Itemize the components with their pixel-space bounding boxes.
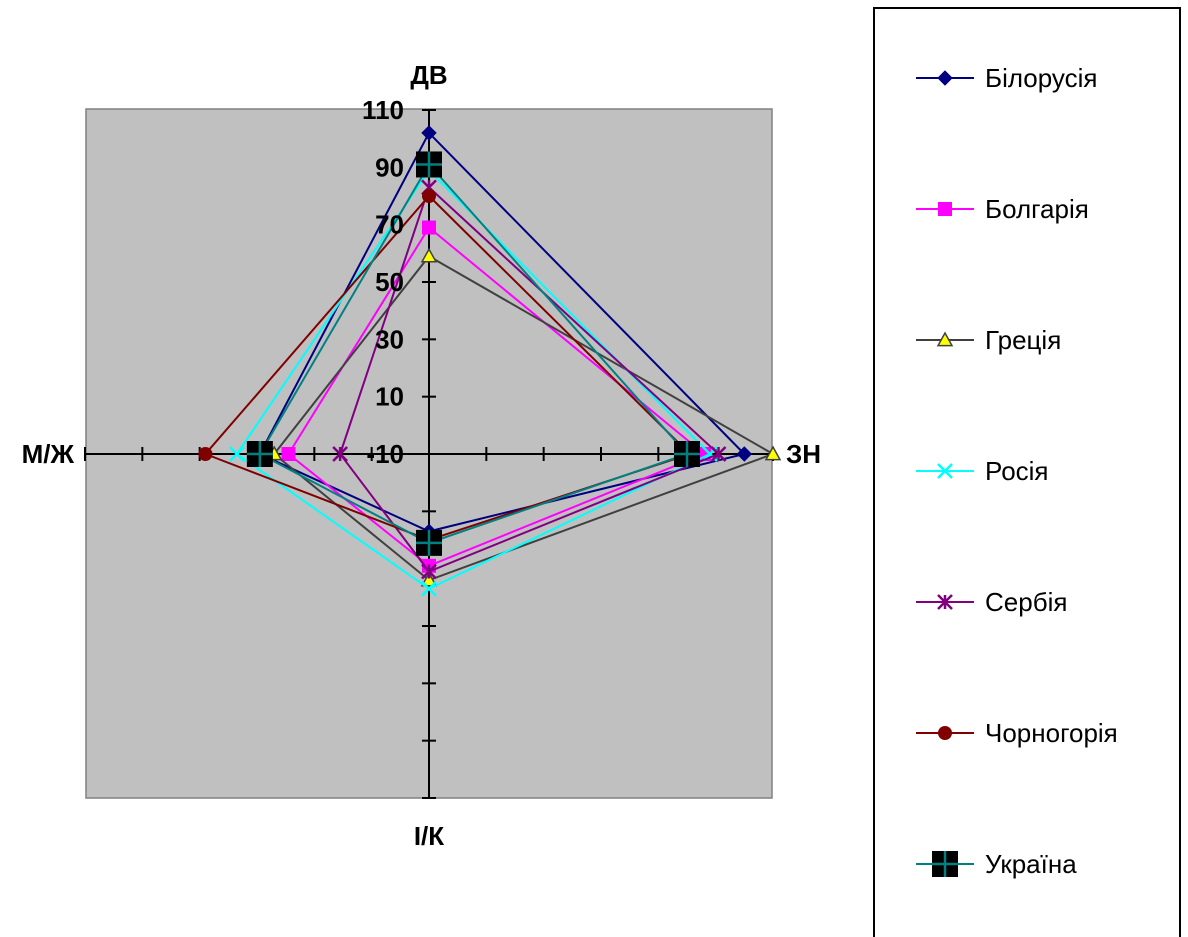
- tick-label: 70: [375, 210, 404, 240]
- legend-item: Греція: [916, 325, 1061, 355]
- legend-label: Росія: [985, 456, 1049, 486]
- series-marker: [198, 447, 213, 461]
- legend-label: Чорногорія: [985, 718, 1118, 748]
- tick-label: 30: [375, 324, 404, 354]
- series-marker: [246, 441, 273, 467]
- legend-item: Україна: [916, 849, 1077, 879]
- series-marker: [938, 202, 952, 216]
- series-marker: [674, 441, 700, 467]
- series-marker: [420, 571, 438, 587]
- axis-label-right: ЗН: [786, 439, 821, 469]
- tick-label: 90: [375, 152, 404, 182]
- legend-label: Греція: [985, 325, 1061, 355]
- legend-label: Сербія: [985, 587, 1067, 617]
- series-marker: [420, 247, 438, 263]
- radar-series: [198, 125, 782, 597]
- series-marker: [422, 220, 436, 235]
- legend: Білорусія Болгарія Греція Росія Сербія Чорног…: [916, 63, 1118, 879]
- legend-item: Сербія: [916, 587, 1067, 617]
- series-marker: [416, 529, 442, 556]
- legend-item: Болгарія: [916, 194, 1089, 224]
- series-marker: [937, 70, 953, 86]
- series-marker: [281, 447, 296, 461]
- legend-item: Білорусія: [916, 63, 1098, 93]
- series-marker: [736, 446, 753, 462]
- radar-labels: -10 10 30 50 70 90 110: [362, 95, 404, 469]
- series-marker: [416, 151, 442, 178]
- tick-label: 50: [375, 267, 404, 297]
- legend-item: Росія: [916, 456, 1049, 486]
- tick-label: 110: [362, 95, 404, 125]
- series-marker: [710, 446, 727, 462]
- series-marker: [332, 446, 349, 462]
- legend-item: Чорногорія: [916, 718, 1118, 748]
- legend-label: Україна: [985, 849, 1077, 879]
- axis-label-bottom: І/К: [414, 821, 444, 851]
- series-marker: [764, 445, 782, 461]
- series-marker: [937, 594, 953, 610]
- series-marker: [421, 580, 437, 597]
- series-marker: [421, 125, 437, 141]
- series-marker: [422, 189, 436, 203]
- series-marker: [229, 446, 245, 462]
- legend-label: Білорусія: [985, 63, 1098, 93]
- axis-label-left: М/Ж: [22, 439, 75, 469]
- series-marker: [932, 851, 958, 877]
- series-marker: [937, 463, 953, 479]
- axis-label-top: ДВ: [410, 60, 447, 90]
- tick-label: -10: [366, 439, 404, 469]
- series-marker: [938, 726, 952, 740]
- tick-label: 10: [375, 382, 404, 412]
- series-marker: [936, 331, 954, 347]
- series-marker: [421, 563, 437, 580]
- legend-label: Болгарія: [985, 194, 1089, 224]
- legend-box: [873, 7, 1181, 937]
